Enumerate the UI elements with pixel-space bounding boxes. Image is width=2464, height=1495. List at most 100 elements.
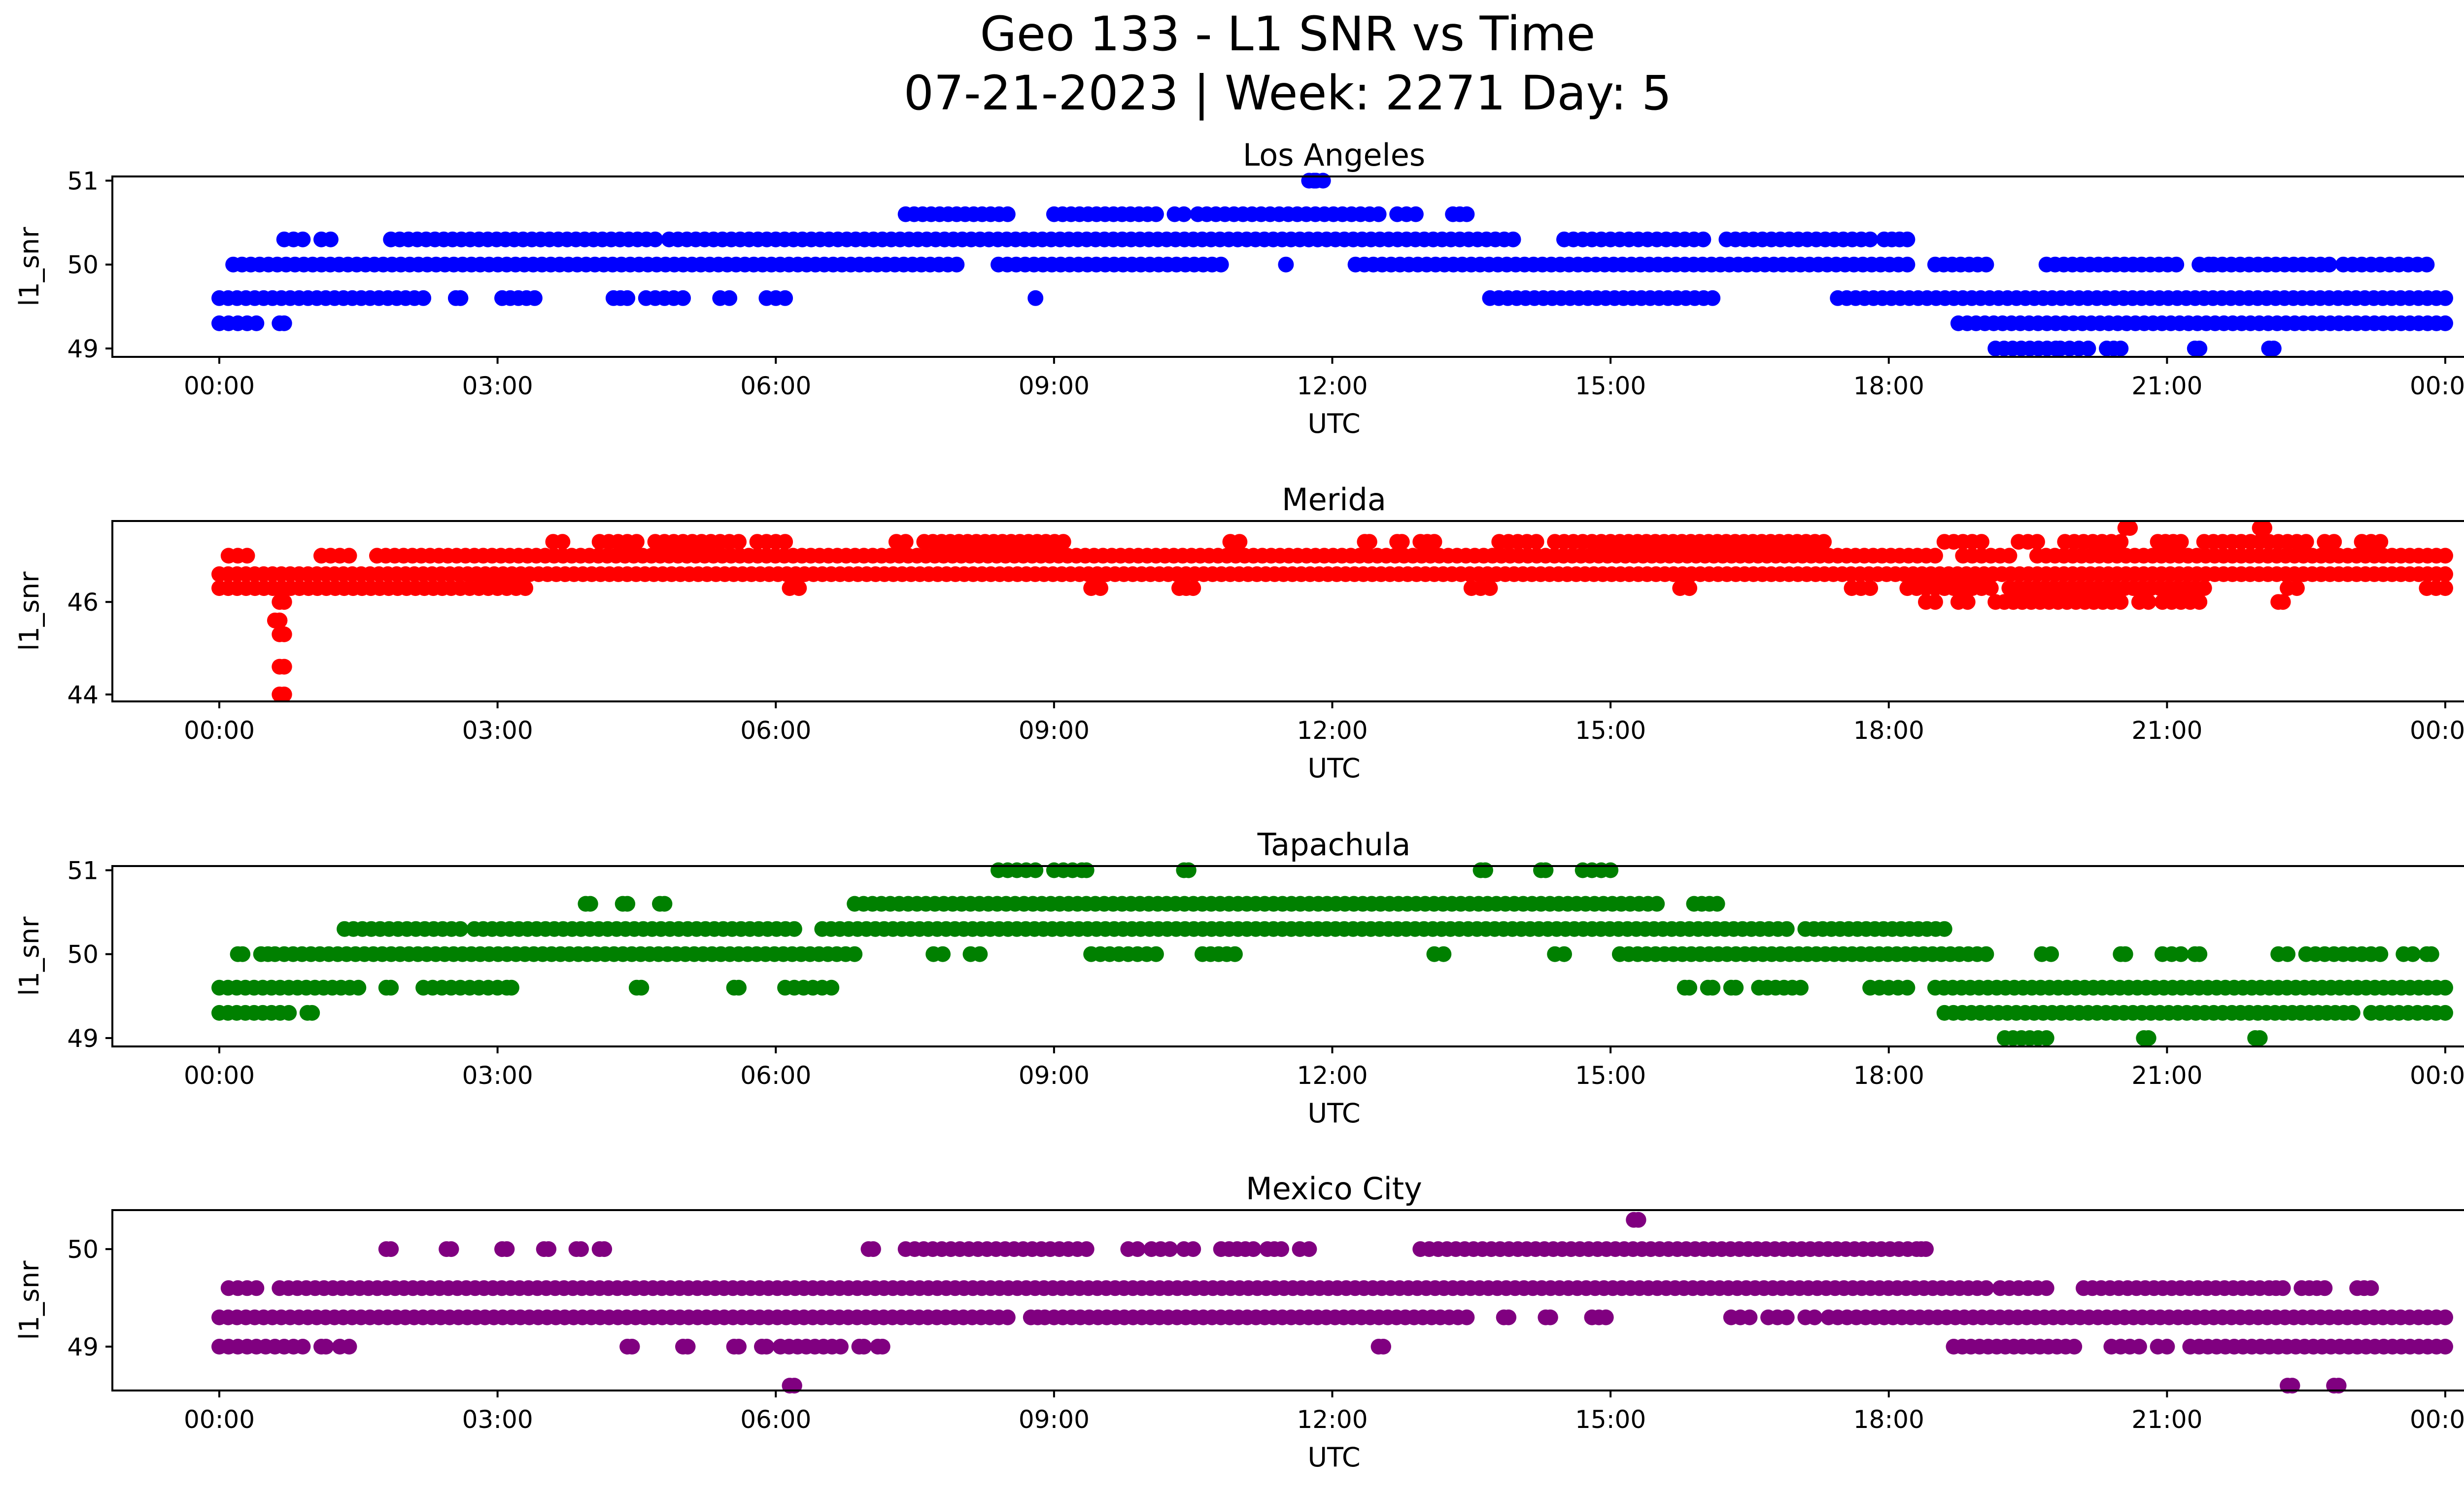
data-point (633, 979, 650, 996)
y-axis-label: l1_snr (14, 227, 45, 307)
data-point (1936, 921, 1952, 937)
data-point (823, 979, 840, 996)
data-point (573, 1241, 589, 1257)
data-point (1899, 256, 1916, 273)
subplot-title: Mexico City (1246, 1171, 1422, 1207)
data-point (1705, 979, 1721, 996)
x-tick-label: 00:00 (2410, 1061, 2464, 1090)
data-point (1899, 979, 1916, 996)
y-axis-label: l1_snr (14, 1260, 45, 1340)
data-point (1862, 231, 1879, 247)
data-point (1501, 1309, 1517, 1325)
x-tick-label: 12:00 (1297, 1061, 1368, 1090)
data-point (874, 1339, 890, 1355)
data-point (1695, 231, 1711, 247)
x-tick-label: 18:00 (1853, 1405, 1924, 1434)
data-point (1482, 580, 1498, 596)
x-tick-label: 15:00 (1575, 1405, 1646, 1434)
data-point (1213, 256, 1229, 273)
data-point (1728, 979, 1744, 996)
data-point (999, 206, 1016, 222)
axes-frame (111, 520, 2464, 702)
x-tick-label: 06:00 (740, 372, 811, 400)
x-tick-label: 18:00 (1853, 372, 1924, 400)
data-point (1862, 580, 1879, 596)
data-point (1630, 1212, 1646, 1228)
axes-frame (111, 865, 2464, 1047)
subplot-1: Los Angeles 00:00 03:00 06:00 09:00 12:00 15:0… (14, 137, 2464, 439)
data-point (2372, 534, 2389, 550)
data-point (624, 1339, 640, 1355)
data-point (1681, 580, 1698, 596)
data-point (281, 1005, 297, 1021)
x-tick-label: 12:00 (1297, 372, 1368, 400)
data-point (1436, 946, 1452, 962)
data-point (295, 231, 311, 247)
data-point (675, 290, 691, 306)
data-point (2423, 946, 2439, 962)
x-tick-label: 03:00 (462, 372, 533, 400)
x-tick-label: 00:00 (184, 372, 255, 400)
data-point (2196, 580, 2212, 596)
data-point (1305, 173, 1322, 189)
data-point (731, 979, 747, 996)
data-point (2344, 1005, 2361, 1021)
data-point (1227, 946, 1243, 962)
series-points (211, 1212, 2453, 1394)
data-point (1027, 862, 1044, 878)
data-point (2405, 946, 2421, 962)
data-point (2437, 548, 2453, 564)
data-point (554, 534, 571, 550)
data-point (2275, 1280, 2291, 1296)
data-point (1899, 231, 1916, 247)
x-tick-label: 00:00 (2410, 716, 2464, 745)
data-point (1978, 256, 1994, 273)
data-point (1148, 946, 1164, 962)
data-point (2280, 946, 2295, 962)
data-point (383, 979, 399, 996)
data-point (2437, 979, 2453, 996)
x-tick-label: 21:00 (2131, 372, 2202, 400)
data-point (1603, 862, 1619, 878)
data-point (1927, 594, 1943, 610)
data-point (777, 290, 793, 306)
data-point (2043, 946, 2059, 962)
data-point (1556, 946, 1572, 962)
data-point (2080, 341, 2096, 356)
data-point (276, 626, 292, 642)
x-tick-label: 18:00 (1853, 1061, 1924, 1090)
data-point (1974, 534, 1989, 550)
x-tick-label: 18:00 (1853, 716, 1924, 745)
y-tick-label: 49 (67, 335, 99, 363)
data-point (1129, 1241, 1146, 1257)
x-tick-label: 06:00 (740, 1405, 811, 1434)
x-tick-label: 03:00 (462, 1405, 533, 1434)
series-points (211, 862, 2453, 1046)
data-point (2029, 534, 2045, 550)
data-point (791, 580, 807, 596)
data-point (415, 290, 432, 306)
data-point (2437, 1005, 2453, 1021)
data-point (1459, 206, 1475, 222)
data-point (2191, 341, 2208, 356)
y-tick-label: 46 (67, 588, 99, 617)
y-tick-label: 50 (67, 940, 99, 969)
data-point (2038, 1030, 2054, 1046)
data-point (1807, 1309, 1823, 1325)
data-point (1918, 1241, 1934, 1257)
data-point (1232, 534, 1248, 550)
data-point (2113, 341, 2129, 356)
x-axis-label: UTC (1307, 408, 1360, 439)
data-point (517, 580, 534, 596)
figure-title-line-1: Geo 133 - L1 SNR vs Time (980, 6, 1596, 62)
subplot-title: Los Angeles (1243, 137, 1425, 173)
data-point (276, 315, 292, 331)
data-point (2437, 1309, 2453, 1325)
data-point (1162, 1241, 1178, 1257)
data-point (248, 1280, 265, 1296)
data-point (1055, 534, 1071, 550)
data-point (1978, 946, 1994, 962)
data-point (2131, 1339, 2147, 1355)
data-point (935, 946, 951, 962)
